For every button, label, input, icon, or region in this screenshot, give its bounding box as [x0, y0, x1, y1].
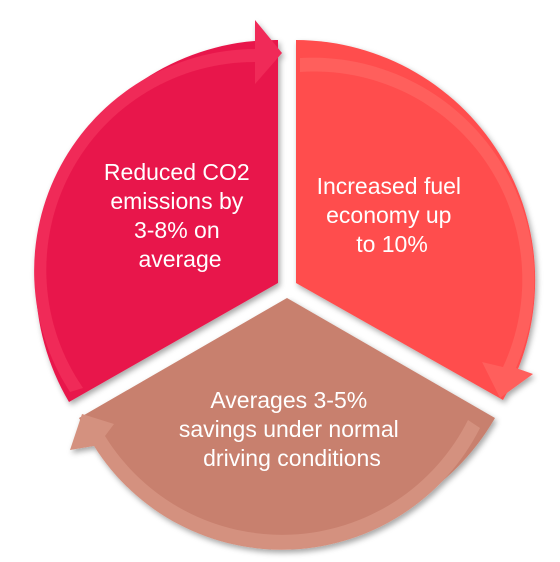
segment-right-line: economy up — [326, 202, 451, 228]
segment-right-text: Increased fuel economy up to 10% — [317, 173, 468, 257]
segment-bottom-line: Averages 3-5% — [210, 387, 367, 413]
segment-right-line: to 10% — [356, 231, 428, 257]
segment-left-line: Reduced CO2 — [104, 159, 250, 185]
segment-bottom-line: savings under normal — [179, 416, 399, 442]
segment-left-line: emissions by — [110, 188, 243, 214]
segment-right — [296, 40, 536, 400]
segment-bottom-arrow — [70, 414, 480, 550]
segment-left-arrow — [34, 20, 282, 392]
segment-left-line: 3-8% on — [134, 217, 220, 243]
segment-bottom-line: driving conditions — [203, 445, 381, 471]
segment-left-text: Reduced CO2 emissions by 3-8% on average — [104, 159, 256, 272]
segment-bottom-body — [79, 298, 495, 539]
segment-right-arrow — [300, 57, 535, 398]
segment-bottom — [70, 298, 495, 550]
segment-bottom-text: Averages 3-5% savings under normal drivi… — [179, 387, 405, 471]
segment-right-line: Increased fuel — [317, 173, 461, 199]
segment-left — [34, 20, 282, 402]
segment-left-line: average — [138, 246, 221, 272]
